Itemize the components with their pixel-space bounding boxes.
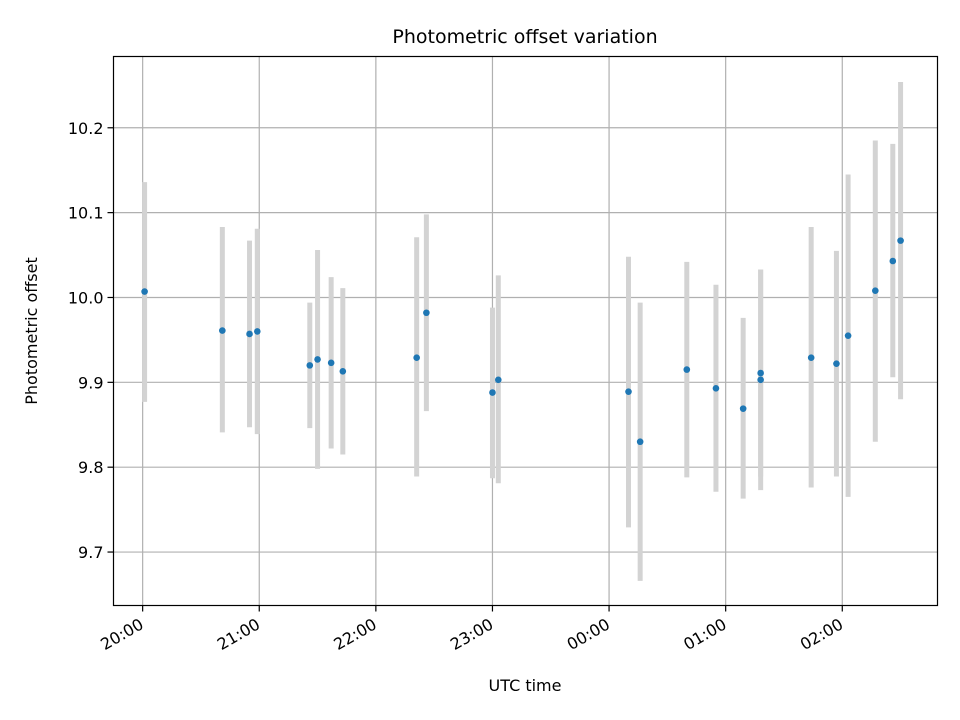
y-tick-label: 9.8 xyxy=(78,458,103,477)
data-point xyxy=(339,368,347,375)
data-point xyxy=(327,359,335,367)
data-point xyxy=(423,309,430,317)
y-axis-label: Photometric offset xyxy=(22,257,41,405)
data-point xyxy=(306,362,314,369)
y-tick-label: 10.0 xyxy=(68,288,104,307)
data-point xyxy=(739,405,747,412)
data-point xyxy=(683,366,691,373)
data-point xyxy=(844,332,852,339)
data-point xyxy=(757,369,764,377)
data-point xyxy=(489,389,496,396)
data-point xyxy=(897,237,904,244)
y-tick-label: 10.2 xyxy=(68,119,104,138)
data-point xyxy=(889,257,897,265)
y-axis-ticks: 9.7 9.8 9.9 10.0 10.1 10.2 xyxy=(68,119,114,562)
data-point xyxy=(219,327,226,334)
data-point xyxy=(757,376,764,384)
plot-frame xyxy=(112,55,939,607)
chart-title: Photometric offset variation xyxy=(392,26,657,48)
x-axis-label: UTC time xyxy=(489,676,562,695)
data-point xyxy=(314,356,321,363)
data-point xyxy=(636,438,644,446)
data-point xyxy=(712,384,720,392)
data-points xyxy=(141,237,904,446)
data-point xyxy=(807,354,815,362)
y-tick-label: 9.7 xyxy=(78,543,103,562)
data-point xyxy=(494,376,502,384)
y-tick-label: 10.1 xyxy=(68,204,104,223)
data-point xyxy=(141,288,148,295)
data-point xyxy=(254,328,261,335)
data-point xyxy=(413,354,420,362)
y-tick-label: 9.9 xyxy=(78,373,103,392)
data-point xyxy=(833,360,840,367)
data-point xyxy=(246,330,253,338)
data-point xyxy=(625,388,632,395)
data-point xyxy=(872,287,879,294)
